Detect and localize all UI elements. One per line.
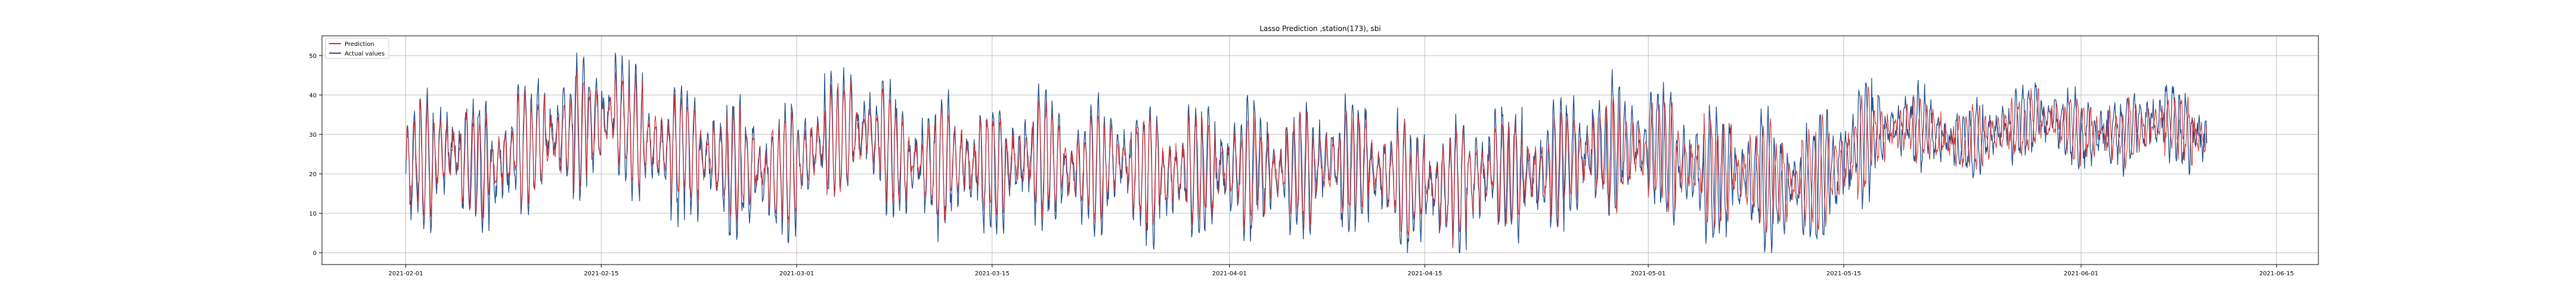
series-layer: [405, 53, 2207, 253]
y-tick-label: 0: [313, 250, 317, 257]
y-tick-label: 10: [309, 211, 317, 217]
y-tick-label: 40: [309, 93, 317, 99]
x-tick-label: 2021-03-01: [779, 271, 814, 277]
x-tick-label: 2021-02-15: [584, 271, 618, 277]
x-tick-label: 2021-03-15: [975, 271, 1010, 277]
prediction-series-line: [405, 70, 2207, 248]
x-tick-label: 2021-05-01: [1631, 271, 1665, 277]
x-ticks: 2021-02-01 2021-02-15 2021-03-01 2021-03-15…: [388, 265, 2294, 277]
x-tick-label: 2021-06-01: [2064, 271, 2098, 277]
x-tick-label: 2021-05-15: [1826, 271, 1861, 277]
legend-prediction-label: Prediction: [345, 41, 374, 48]
y-tick-label: 50: [309, 53, 317, 60]
y-tick-label: 20: [309, 171, 317, 178]
y-ticks: 0 10 20 30 40 50: [309, 53, 322, 257]
x-tick-label: 2021-04-15: [1408, 271, 1442, 277]
x-tick-label: 2021-04-01: [1212, 271, 1247, 277]
x-tick-label: 2021-06-15: [2259, 271, 2294, 277]
legend: Prediction Actual values: [325, 38, 389, 59]
legend-box: [325, 38, 389, 59]
y-tick-label: 30: [309, 132, 317, 139]
chart-title: Lasso Prediction ,station(173), sbi: [1259, 24, 1380, 33]
plot-frame: [321, 35, 2319, 265]
legend-actual-label: Actual values: [345, 51, 385, 57]
x-tick-label: 2021-02-01: [388, 271, 423, 277]
